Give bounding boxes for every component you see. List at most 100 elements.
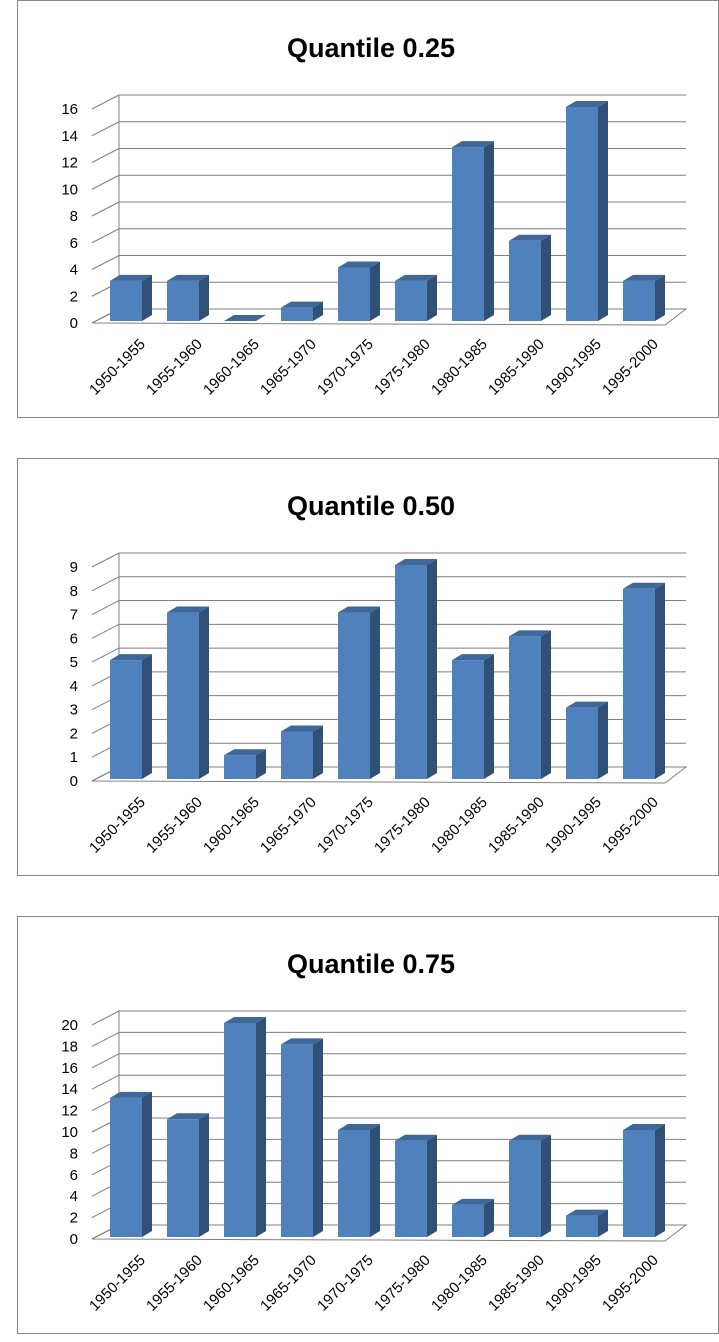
x-tick-label: 1965-1970 [257, 336, 320, 399]
bar-top [338, 606, 380, 613]
bar [509, 234, 551, 321]
x-tick-label: 1960-1965 [200, 336, 263, 399]
y-tick-label: 18 [61, 1038, 78, 1055]
bar-top [110, 274, 152, 281]
bar [224, 315, 266, 321]
x-tick-label: 1955-1960 [143, 1252, 206, 1315]
bar [110, 274, 152, 321]
bar-side [541, 234, 551, 321]
bar [110, 1091, 152, 1237]
bar-top [395, 1134, 437, 1141]
bar-top [167, 1113, 209, 1120]
bar [338, 1124, 380, 1237]
chart-panel-q75: Quantile 0.75 0 2 4 6 8 10 12 14 16 18 20 1950-1955… [17, 916, 719, 1334]
gridline-depth [91, 201, 120, 217]
y-tick-label: 8 [70, 208, 78, 225]
y-tick-label: 10 [61, 1124, 78, 1141]
bar [509, 1134, 551, 1237]
bar-side [313, 1038, 323, 1237]
y-tick-label: 7 [70, 607, 78, 624]
bar-top [281, 301, 323, 308]
bar [452, 1198, 494, 1237]
bar-front [623, 280, 655, 321]
bar-top [566, 101, 608, 107]
bar-top [338, 261, 380, 268]
bar [167, 1113, 209, 1237]
bar-front [281, 731, 313, 779]
bar-top [395, 274, 437, 281]
bar-front [281, 307, 313, 321]
bar-side [256, 1017, 266, 1237]
bar [224, 1017, 266, 1237]
x-tick-label: 1970-1975 [314, 794, 377, 857]
chart-svg: Quantile 0.25 0 2 4 6 8 10 12 14 16 1950-19551955… [61, 33, 688, 399]
bar-top [566, 1209, 608, 1216]
bar-side [256, 749, 266, 779]
x-tick-label: 1960-1965 [200, 794, 263, 857]
bar-front [623, 588, 655, 779]
y-tick-label: 9 [70, 559, 78, 576]
bar-top [509, 234, 551, 241]
chart-svg: Quantile 0.75 0 2 4 6 8 10 12 14 16 18 20 1950-1955… [61, 949, 688, 1315]
bar-front [281, 1044, 313, 1237]
y-tick-label: 20 [61, 1017, 78, 1034]
bar-front [566, 1215, 598, 1237]
gridline-depth [91, 1010, 120, 1026]
bar-side [484, 654, 494, 779]
y-tick-label: 4 [70, 262, 78, 279]
gridline-depth [91, 647, 120, 663]
bar-top [509, 1134, 551, 1141]
bar-side [199, 606, 209, 779]
bar-side [142, 1091, 152, 1237]
x-tick-label: 1980-1985 [428, 1252, 491, 1315]
x-tick-label: 1955-1960 [143, 794, 206, 857]
y-tick-label: 6 [70, 1167, 78, 1184]
bar-side [541, 630, 551, 779]
x-tick-label: 1970-1975 [314, 1252, 377, 1315]
x-tick-label: 1990-1995 [542, 794, 605, 857]
gridline-depth [91, 623, 120, 639]
bar-side [313, 725, 323, 779]
gridline-depth [91, 600, 120, 615]
bar-front [167, 612, 199, 779]
bar-side [142, 274, 152, 321]
bar-top [509, 630, 551, 637]
bar-front [110, 280, 142, 321]
y-tick-label: 14 [61, 128, 78, 145]
gridline-depth [91, 1074, 120, 1090]
bar [623, 274, 665, 321]
bar-front [167, 280, 199, 321]
bar-side [142, 654, 152, 779]
bar-top [395, 559, 437, 565]
x-tick-label: 1980-1985 [428, 336, 491, 399]
gridline-depth [91, 255, 120, 270]
chart-title: Quantile 0.75 [287, 949, 455, 979]
y-tick-label: 16 [61, 101, 78, 118]
bar-front [509, 636, 541, 779]
bar-front [452, 1204, 484, 1237]
bar [338, 261, 380, 321]
bar-side [655, 1124, 665, 1237]
x-tick-label: 1970-1975 [314, 336, 377, 399]
x-tick-label: 1985-1990 [485, 1252, 548, 1315]
bar-top [167, 606, 209, 613]
bar-top [452, 654, 494, 661]
bar-side [427, 1134, 437, 1237]
y-tick-label: 10 [61, 181, 78, 198]
x-tick-label: 1975-1980 [371, 1252, 434, 1315]
y-tick-label: 14 [61, 1081, 78, 1098]
bar-side [655, 582, 665, 779]
y-tick-label: 4 [70, 1188, 78, 1205]
x-tick-label: 1995-2000 [599, 1252, 662, 1315]
bar [281, 1038, 323, 1237]
bar [224, 749, 266, 779]
bar [452, 141, 494, 321]
bar-top [110, 654, 152, 661]
y-tick-label: 2 [70, 1210, 78, 1227]
bar-top [566, 701, 608, 708]
x-tick-label: 1965-1970 [257, 1252, 320, 1315]
bar [509, 630, 551, 779]
bar-front [566, 707, 598, 779]
x-tick-label: 1990-1995 [542, 336, 605, 399]
chart-title: Quantile 0.50 [287, 491, 455, 521]
